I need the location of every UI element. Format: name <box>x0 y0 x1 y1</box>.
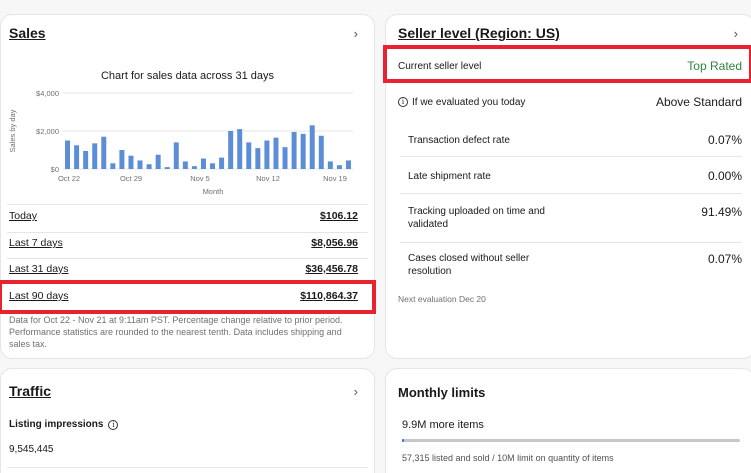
metric-value: 0.07% <box>707 133 742 147</box>
metric-value: 0.00% <box>707 169 742 183</box>
traffic-card: Traffic › Listing impressions i 9,545,44… <box>0 368 375 473</box>
chevron-right-icon[interactable]: › <box>353 25 358 41</box>
metric-label: Cases closed without seller resolution <box>408 253 530 277</box>
bar <box>164 167 170 169</box>
bar <box>110 163 116 169</box>
sales-row-label[interactable]: Last 31 days <box>9 263 69 275</box>
limits-progress-fill <box>402 439 404 442</box>
chevron-right-icon[interactable]: › <box>353 383 358 399</box>
bar <box>65 140 71 169</box>
sales-chart: $4,000 $2,000 $0 Sales by day Oct 22 Oct 29 No… <box>8 89 353 196</box>
bar <box>327 161 333 169</box>
bar <box>74 145 80 169</box>
sales-row-31-days[interactable]: Last 31 days $36,456.78 <box>1 263 374 275</box>
x-tick-label: Nov 5 <box>190 174 210 183</box>
sales-chart-title: Chart for sales data across 31 days <box>100 70 275 82</box>
y-tick-label: $4,000 <box>36 89 59 98</box>
y-axis-label: Sales by day <box>8 109 17 152</box>
sales-footnote: Data for Oct 22 - Nov 21 at 9:11am PST. … <box>9 315 343 349</box>
bar <box>246 142 252 169</box>
sales-row-value[interactable]: $36,456.78 <box>305 263 358 275</box>
listing-impressions-label: Listing impressions <box>9 419 104 430</box>
bar <box>155 154 161 169</box>
limits-detail: 57,315 listed and sold / 10M limit on qu… <box>402 453 614 463</box>
chevron-right-icon[interactable]: › <box>733 25 738 41</box>
bar <box>255 148 261 169</box>
bar <box>219 157 225 169</box>
highlight-current-seller-level <box>383 45 751 83</box>
sales-row-7-days[interactable]: Last 7 days $8,056.96 <box>1 237 374 249</box>
bar <box>182 161 188 169</box>
bar <box>336 165 342 169</box>
sales-card: Sales › Chart for sales data across 31 d… <box>0 14 375 359</box>
metric-value: 91.49% <box>701 205 742 219</box>
bar <box>210 163 216 169</box>
more-items: 9.9M more items <box>402 419 484 431</box>
info-icon[interactable]: i <box>398 97 408 107</box>
metric-row: Transaction defect rate 0.07% <box>386 133 751 147</box>
sales-row-value[interactable]: $106.12 <box>320 210 358 222</box>
metric-label: Transaction defect rate <box>408 134 510 146</box>
current-seller-level-value: Top Rated <box>687 59 742 73</box>
bar <box>101 136 107 169</box>
bar <box>237 129 243 169</box>
bar <box>191 166 197 169</box>
bar <box>309 125 315 169</box>
traffic-title[interactable]: Traffic <box>9 383 52 399</box>
sales-row-value[interactable]: $8,056.96 <box>311 237 358 249</box>
x-tick-label: Oct 29 <box>120 174 142 183</box>
metric-label: Late shipment rate <box>408 170 491 182</box>
metric-value: 0.07% <box>707 252 742 266</box>
bar <box>92 143 98 169</box>
bar <box>273 137 279 169</box>
eval-label: If we evaluated you today <box>412 96 526 108</box>
highlight-last-90-days <box>0 280 376 314</box>
bar <box>264 140 270 169</box>
eval-row: i If we evaluated you today Above Standa… <box>386 95 751 109</box>
y-tick-label: $0 <box>51 165 59 174</box>
sales-row-label[interactable]: Last 7 days <box>9 237 63 249</box>
bar <box>345 160 351 169</box>
bar <box>291 131 297 169</box>
eval-value: Above Standard <box>655 95 742 109</box>
monthly-limits-card: Monthly limits 9.9M more items 57,315 li… <box>385 368 751 473</box>
bar <box>119 150 125 169</box>
y-tick-label: $2,000 <box>36 127 59 136</box>
bar <box>83 150 89 169</box>
next-evaluation: Next evaluation Dec 20 <box>398 294 486 304</box>
sales-row-90-days[interactable]: Last 90 days $110,864.37 <box>1 290 374 302</box>
limits-progress-track <box>402 439 740 442</box>
x-tick-label: Nov 19 <box>323 174 347 183</box>
bar <box>300 133 306 169</box>
seller-level-card: Seller level (Region: US) › Current sell… <box>385 14 751 359</box>
sales-row-label[interactable]: Today <box>9 210 38 222</box>
bar <box>173 142 179 169</box>
listing-impressions-value: 9,545,445 <box>9 444 54 455</box>
bar <box>128 155 134 169</box>
metric-row: Tracking uploaded on time and validated … <box>386 205 751 231</box>
bar <box>318 135 324 169</box>
bar <box>282 147 288 169</box>
x-tick-label: Nov 12 <box>256 174 280 183</box>
sales-row-label[interactable]: Last 90 days <box>9 290 69 302</box>
bar <box>146 164 152 169</box>
monthly-limits-title: Monthly limits <box>398 385 486 400</box>
bar <box>228 131 234 169</box>
x-axis-label: Month <box>203 187 224 196</box>
seller-level-title[interactable]: Seller level (Region: US) <box>398 25 560 41</box>
info-icon[interactable]: i <box>108 419 119 430</box>
sales-title[interactable]: Sales <box>9 25 46 41</box>
bar <box>200 158 206 169</box>
metric-label: Tracking uploaded on time and validated <box>408 206 545 230</box>
sales-row-today[interactable]: Today $106.12 <box>1 210 374 222</box>
metric-row: Cases closed without seller resolution 0… <box>386 252 751 278</box>
sales-row-value[interactable]: $110,864.37 <box>300 290 358 302</box>
bar <box>137 160 143 169</box>
current-seller-level-label: Current seller level <box>398 60 482 72</box>
current-seller-level-row: Current seller level Top Rated <box>386 59 751 73</box>
x-tick-label: Oct 22 <box>58 174 80 183</box>
metric-row: Late shipment rate 0.00% <box>386 169 751 183</box>
